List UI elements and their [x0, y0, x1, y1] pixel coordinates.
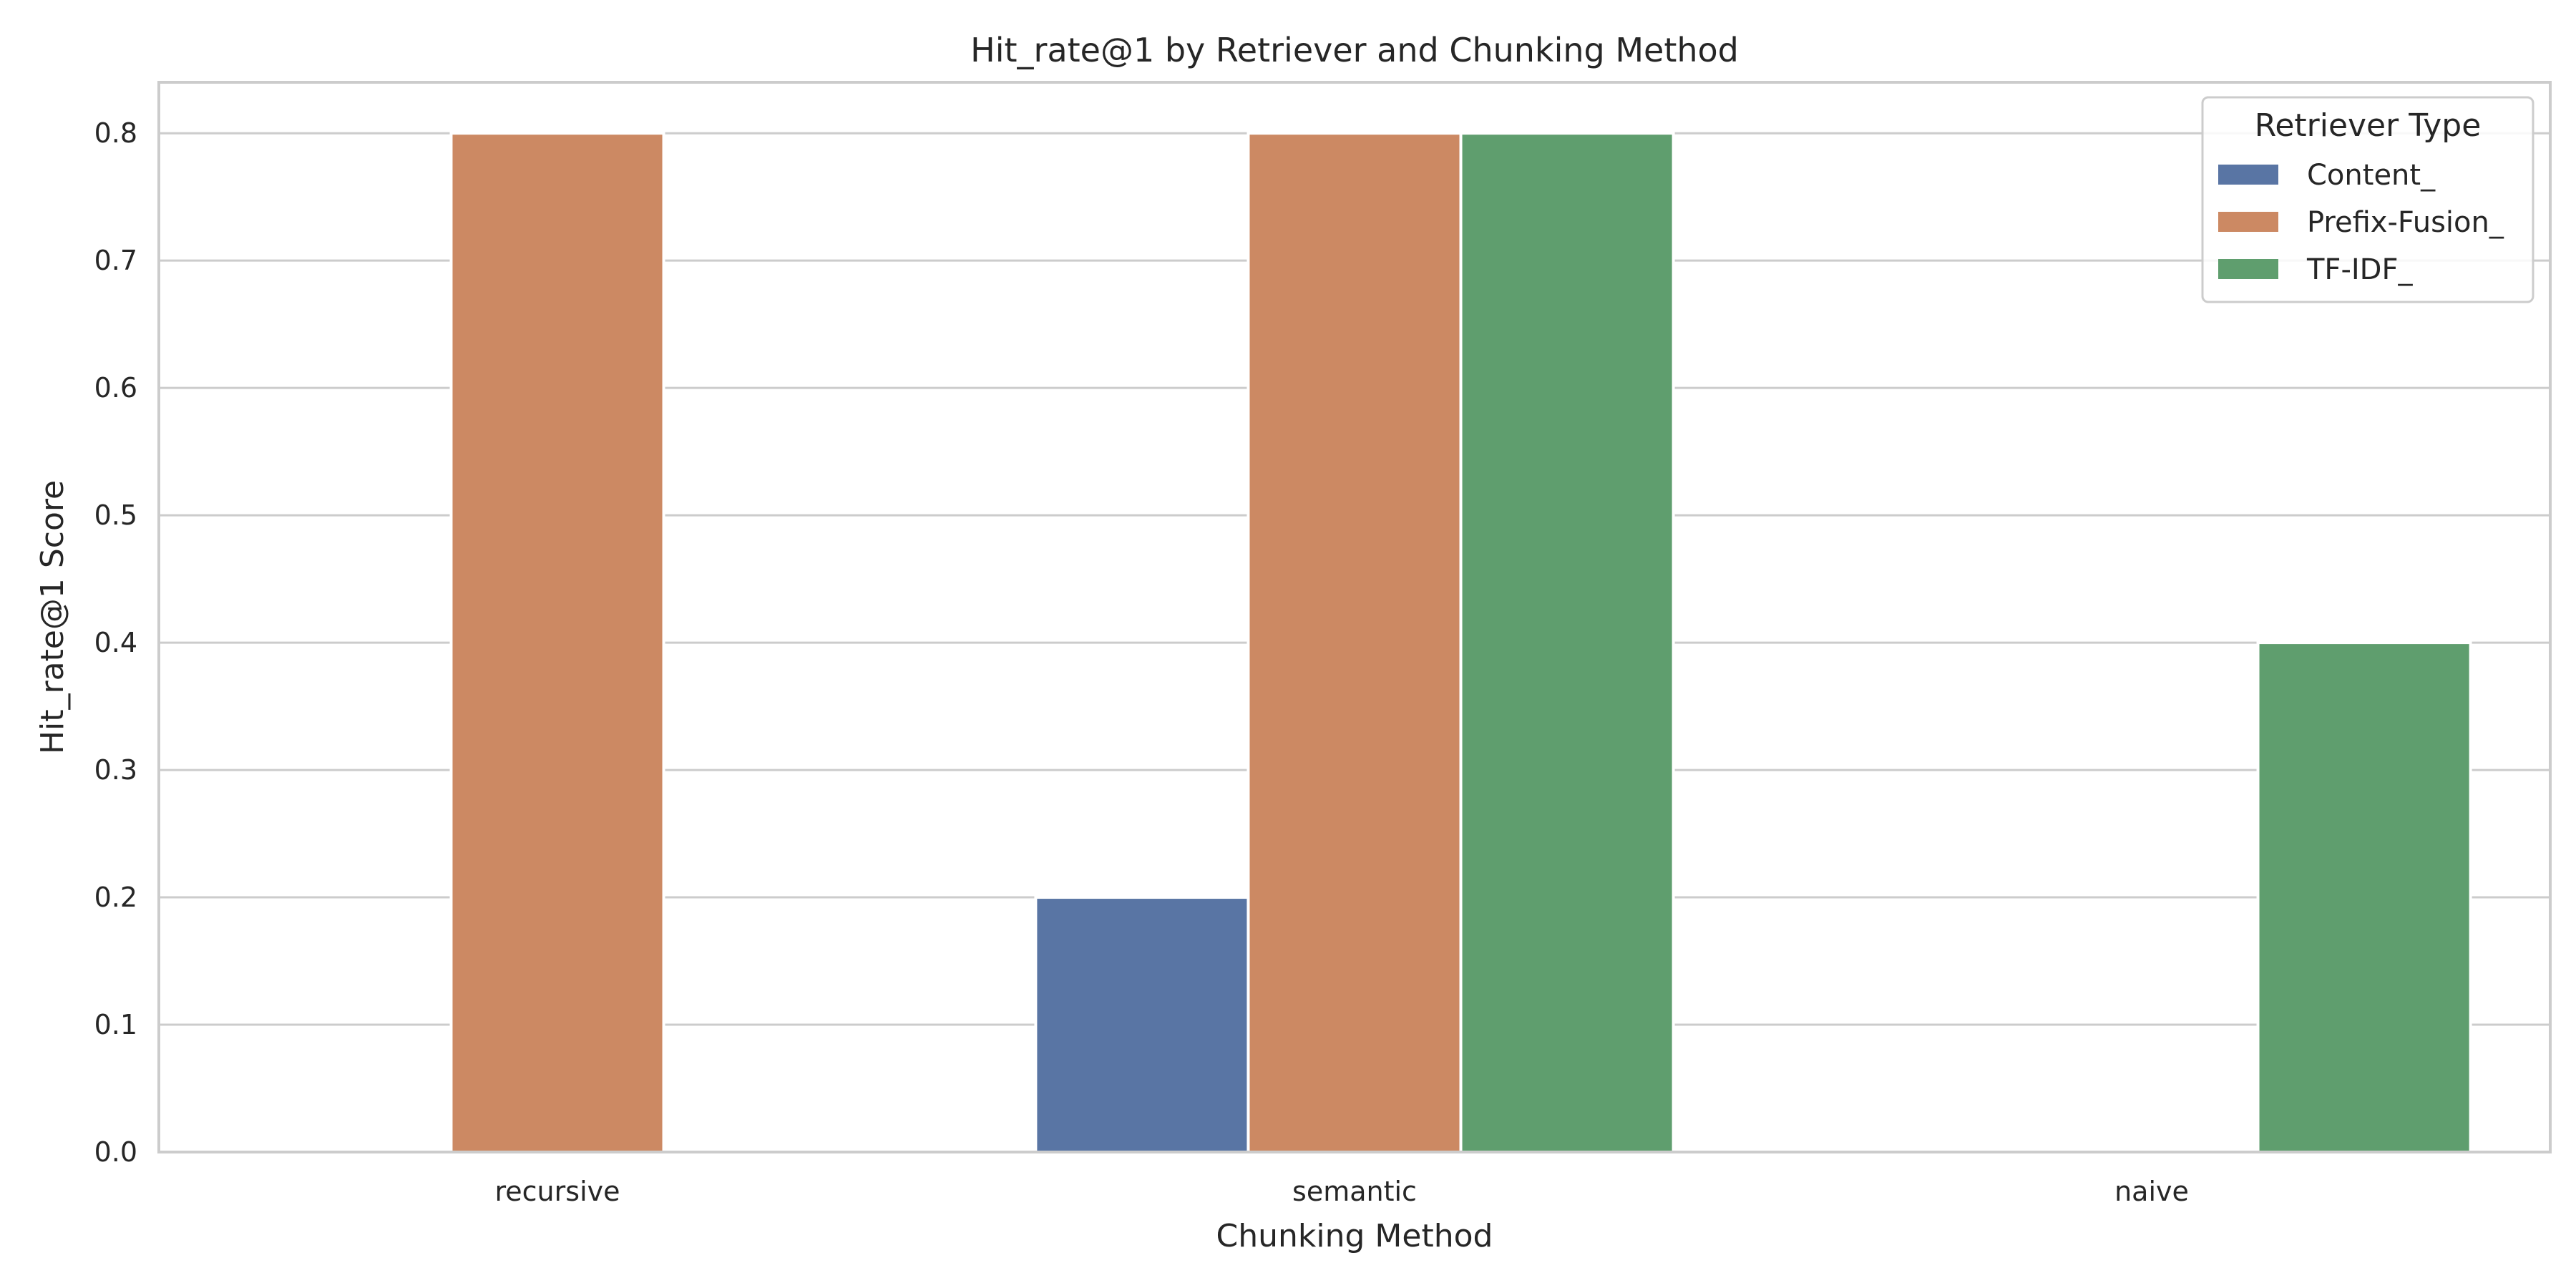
legend-swatch	[2218, 259, 2278, 279]
y-tick-label: 0.5	[94, 499, 137, 531]
legend-title: Retriever Type	[2255, 107, 2482, 144]
x-tick-labels: recursive semantic naive	[495, 1176, 2189, 1207]
y-tick-label: 0.8	[94, 117, 137, 149]
y-tick-label: 0.3	[94, 754, 137, 786]
y-tick-label: 0.0	[94, 1136, 137, 1168]
legend-label: Prefix-Fusion_	[2307, 206, 2504, 239]
y-tick-label: 0.2	[94, 882, 137, 913]
bars	[449, 132, 2472, 1154]
bar-tf-idf-semantic	[1459, 132, 1675, 1154]
plot-frame	[157, 81, 2552, 1153]
y-tick-label: 0.7	[94, 245, 137, 276]
y-tick-labels: 0.0 0.1 0.2 0.3 0.4 0.5 0.6 0.7 0.8	[94, 117, 137, 1168]
bar-content-semantic	[1034, 896, 1250, 1153]
chart-title: Hit_rate@1 by Retriever and Chunking Met…	[970, 31, 1739, 69]
x-axis-title: Chunking Method	[1216, 1218, 1493, 1254]
legend-label: TF-IDF_	[2306, 253, 2413, 286]
x-tick-label: recursive	[495, 1176, 620, 1207]
legend-label: Content_	[2307, 159, 2436, 192]
y-tick-label: 0.1	[94, 1009, 137, 1040]
legend-swatch	[2218, 165, 2278, 185]
bar-prefix-fusion-recursive	[449, 132, 665, 1154]
y-tick-label: 0.6	[94, 372, 137, 404]
y-axis-title: Hit_rate@1 Score	[34, 480, 71, 754]
bar-tf-idf-naive	[2256, 641, 2472, 1153]
x-tick-label: semantic	[1292, 1176, 1417, 1207]
legend: Retriever Type Content_ Prefix-Fusion_ TF-…	[2201, 96, 2534, 303]
legend-box	[2201, 96, 2534, 303]
x-tick-label: naive	[2114, 1176, 2189, 1207]
y-tick-label: 0.4	[94, 627, 137, 658]
legend-items: Content_ Prefix-Fusion_ TF-IDF_	[2218, 159, 2504, 286]
legend-swatch	[2218, 212, 2278, 232]
bar-prefix-fusion-semantic	[1246, 132, 1463, 1154]
